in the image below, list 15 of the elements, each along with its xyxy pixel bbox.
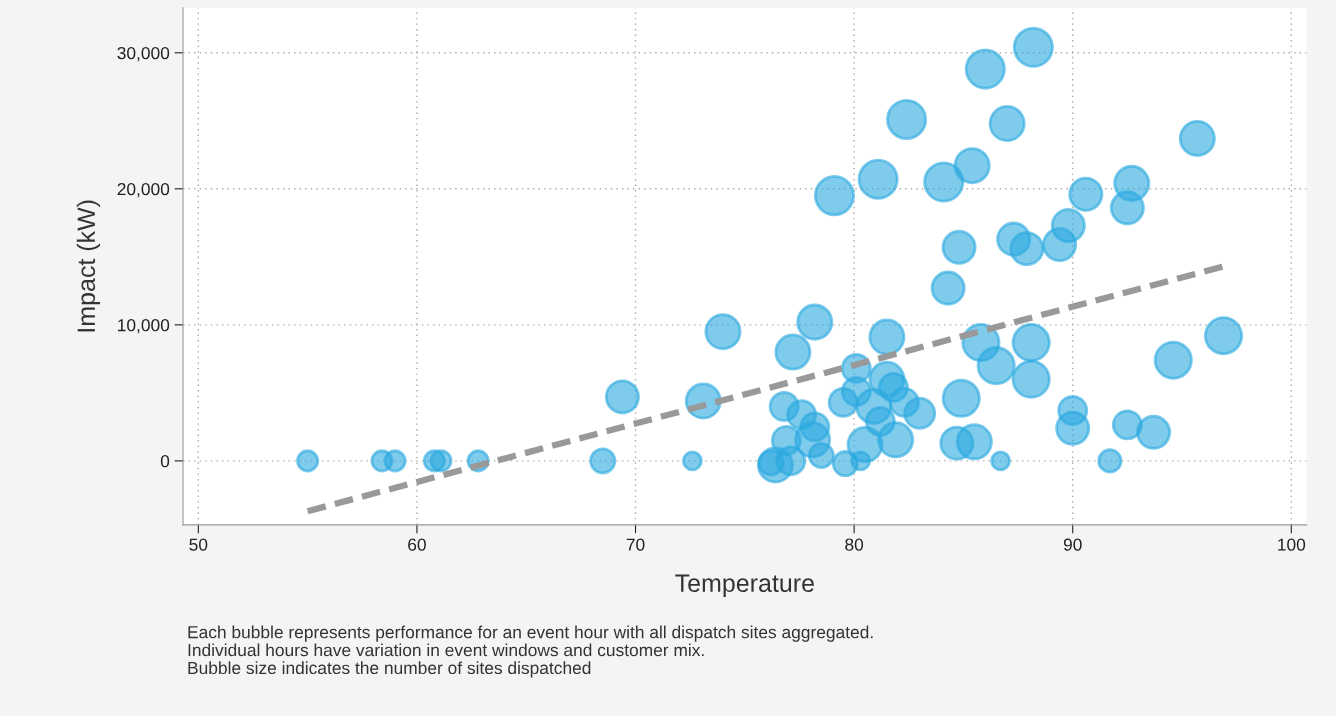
text: Each bubble represents performance for an event hour with all dispatch sites aggregated. [188, 625, 873, 642]
y-tick-label: 30,000 [117, 46, 170, 62]
x-tick-label: 90 [1063, 538, 1082, 551]
x-tick-label: 80 [845, 538, 864, 551]
x-axis-title: Temperature [675, 574, 814, 597]
text: Bubble size indicates the number of sites dispatched [188, 661, 591, 678]
x-tick-label: 50 [189, 538, 208, 551]
x-tick-label: 60 [408, 538, 426, 551]
text: Individual hours have variation in event windows and customer mix. [188, 643, 704, 657]
y-axis-title: Impact (kW) [76, 200, 101, 332]
y-tick-label: 10,000 [118, 319, 170, 334]
x-tick-label: 70 [626, 538, 645, 551]
x-tick-label: 100 [1278, 538, 1306, 551]
y-tick-label: 20,000 [117, 182, 170, 198]
y-tick-label: 0 [160, 455, 170, 468]
